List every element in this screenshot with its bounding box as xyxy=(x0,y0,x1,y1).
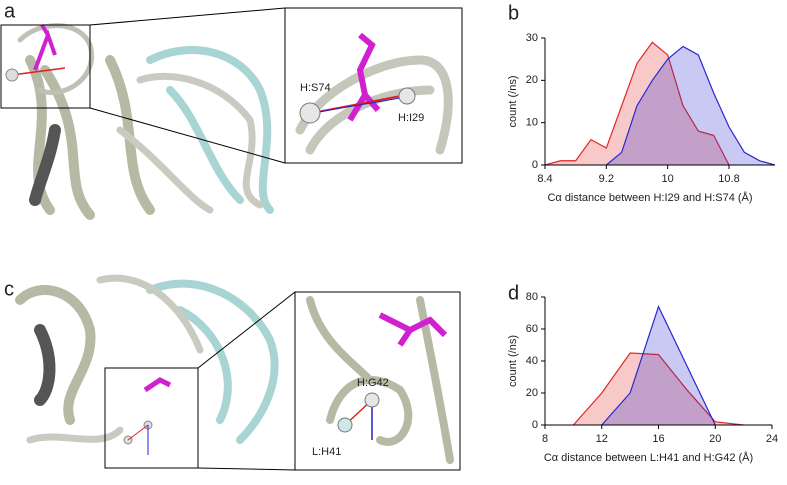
panel-letter: a xyxy=(4,0,16,22)
line xyxy=(605,45,776,166)
protein-a: H:S74 H:I29 xyxy=(0,7,463,220)
area-fill xyxy=(601,306,716,425)
y-tick-label: 30 xyxy=(526,32,538,44)
area-fill xyxy=(606,46,775,165)
y-tick-label: 10 xyxy=(526,117,538,129)
x-tick-label: 8.4 xyxy=(537,173,552,185)
x-axis-label: Cα distance between L:H41 and H:G42 (Å) xyxy=(544,451,753,464)
x-tick-label: 20 xyxy=(709,433,721,445)
y-axis-label: count (/ns) xyxy=(507,76,519,128)
x-tick-label: 16 xyxy=(652,433,664,445)
x-axis-label: Cα distance between H:I29 and H:S74 (Å) xyxy=(547,191,752,204)
y-tick-label: 0 xyxy=(532,419,538,431)
y-tick-label: 60 xyxy=(526,323,538,335)
y-axis-label: count (/ns) xyxy=(507,335,519,387)
residue-label: L:H41 xyxy=(312,446,341,458)
line xyxy=(544,41,730,166)
panel-letter: b xyxy=(508,2,519,24)
area-fill xyxy=(545,42,729,165)
area-fill xyxy=(573,353,744,425)
x-tick-label: 9.2 xyxy=(599,173,614,185)
panel-letter: c xyxy=(4,278,14,300)
x-tick-label: 8 xyxy=(542,433,548,445)
x-tick-label: 10.8 xyxy=(718,173,739,185)
y-tick-label: 20 xyxy=(526,387,538,399)
line xyxy=(572,352,744,426)
residue-label: H:S74 xyxy=(300,82,331,94)
residue-label: H:G42 xyxy=(357,377,389,389)
protein-c: H:G42 L:H41 xyxy=(15,274,461,471)
residue-label: H:I29 xyxy=(398,112,424,124)
line xyxy=(601,304,716,426)
y-tick-label: 80 xyxy=(526,291,538,303)
y-tick-label: 40 xyxy=(526,355,538,367)
x-tick-label: 10 xyxy=(662,173,674,185)
x-tick-label: 12 xyxy=(596,433,608,445)
y-tick-label: 20 xyxy=(526,74,538,86)
panel-letter: d xyxy=(508,282,519,304)
y-tick-label: 0 xyxy=(532,159,538,171)
x-tick-label: 24 xyxy=(766,433,778,445)
